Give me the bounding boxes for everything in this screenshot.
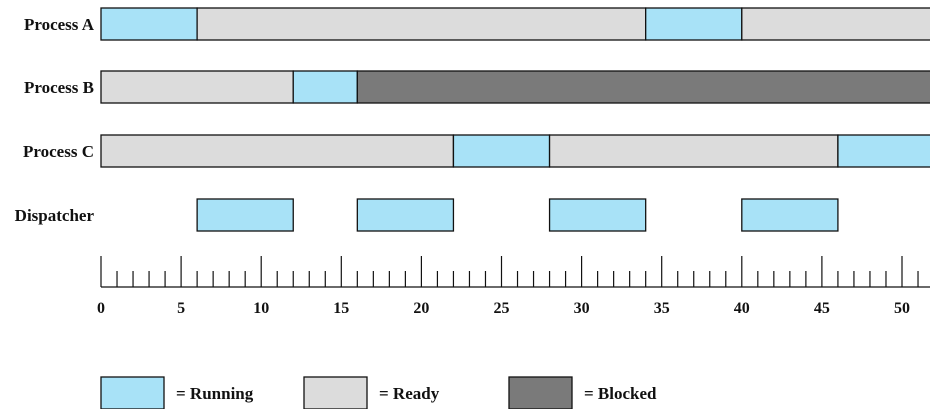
segment-running	[356, 198, 455, 232]
tick-label: 25	[494, 300, 510, 317]
row-process-c: Process C	[23, 134, 930, 168]
legend-label-blocked: = Blocked	[584, 384, 657, 403]
segment-ready	[100, 70, 294, 104]
legend-item-running: = Running	[100, 376, 254, 409]
segment-blocked	[356, 70, 930, 104]
segment-ready	[196, 7, 647, 41]
row-label: Dispatcher	[15, 206, 95, 225]
tick-label: 35	[654, 300, 670, 317]
segment-running	[452, 134, 551, 168]
segment-running	[837, 134, 930, 168]
legend-swatch-running	[100, 376, 165, 409]
segment-running	[196, 198, 294, 232]
legend-swatch-blocked	[508, 376, 573, 409]
legend-label-ready: = Ready	[379, 384, 440, 403]
legend-label-running: = Running	[176, 384, 254, 403]
segment-running	[548, 198, 647, 232]
tick-label: 45	[814, 300, 830, 317]
row-label: Process B	[24, 78, 94, 97]
row-process-b: Process B	[24, 70, 930, 104]
tick-label: 5	[177, 300, 185, 317]
row-label: Process C	[23, 142, 94, 161]
row-label: Process A	[24, 15, 95, 34]
tick-label: 20	[413, 300, 429, 317]
legend-item-ready: = Ready	[303, 376, 440, 409]
legend-swatch-ready	[303, 376, 368, 409]
row-dispatcher: Dispatcher	[15, 198, 839, 232]
segment-ready	[548, 134, 839, 168]
segment-running	[100, 7, 198, 41]
tick-label: 50	[894, 300, 910, 317]
tick-label: 30	[574, 300, 590, 317]
tick-label: 40	[734, 300, 750, 317]
segment-running	[741, 198, 839, 232]
segment-running	[292, 70, 358, 104]
segment-running	[645, 7, 743, 41]
legend: = Running = Ready = Blocked	[100, 376, 657, 409]
legend-item-blocked: = Blocked	[508, 376, 657, 409]
tick-label: 15	[333, 300, 349, 317]
tick-label: 0	[97, 300, 105, 317]
tick-label: 10	[253, 300, 269, 317]
process-rows: Process A Process B Process C Dispatcher	[15, 7, 930, 232]
time-axis: 0 5 10 15 20 25 30 35 40 45 50	[97, 256, 930, 317]
segment-ready	[741, 7, 930, 41]
row-process-a: Process A	[24, 7, 930, 41]
segment-ready	[100, 134, 455, 168]
